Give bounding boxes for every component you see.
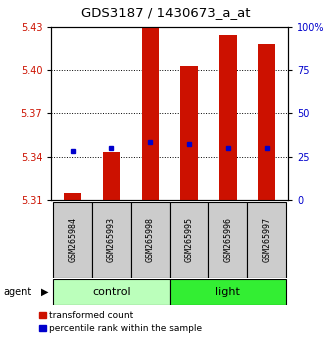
Text: agent: agent [3, 287, 31, 297]
Text: GSM265996: GSM265996 [223, 217, 232, 262]
Bar [131, 202, 169, 278]
Text: GSM265998: GSM265998 [146, 217, 155, 262]
Text: light: light [215, 287, 240, 297]
Legend: transformed count, percentile rank within the sample: transformed count, percentile rank withi… [39, 312, 202, 333]
Bar [53, 279, 169, 305]
Text: GSM265997: GSM265997 [262, 217, 271, 262]
Bar [169, 279, 286, 305]
Text: ▶: ▶ [41, 287, 48, 297]
Bar [247, 202, 286, 278]
Bar [219, 35, 237, 200]
Bar [209, 202, 247, 278]
Bar [142, 27, 159, 200]
Text: control: control [92, 287, 131, 297]
Text: GSM265984: GSM265984 [68, 217, 77, 262]
Bar [180, 65, 198, 200]
Bar [92, 202, 131, 278]
Bar [169, 202, 209, 278]
Text: GSM265995: GSM265995 [185, 217, 194, 262]
Text: GSM265993: GSM265993 [107, 217, 116, 262]
Bar [64, 193, 81, 200]
Bar [103, 152, 120, 200]
Text: GDS3187 / 1430673_a_at: GDS3187 / 1430673_a_at [81, 6, 250, 19]
Bar [258, 44, 275, 200]
Bar [53, 202, 92, 278]
